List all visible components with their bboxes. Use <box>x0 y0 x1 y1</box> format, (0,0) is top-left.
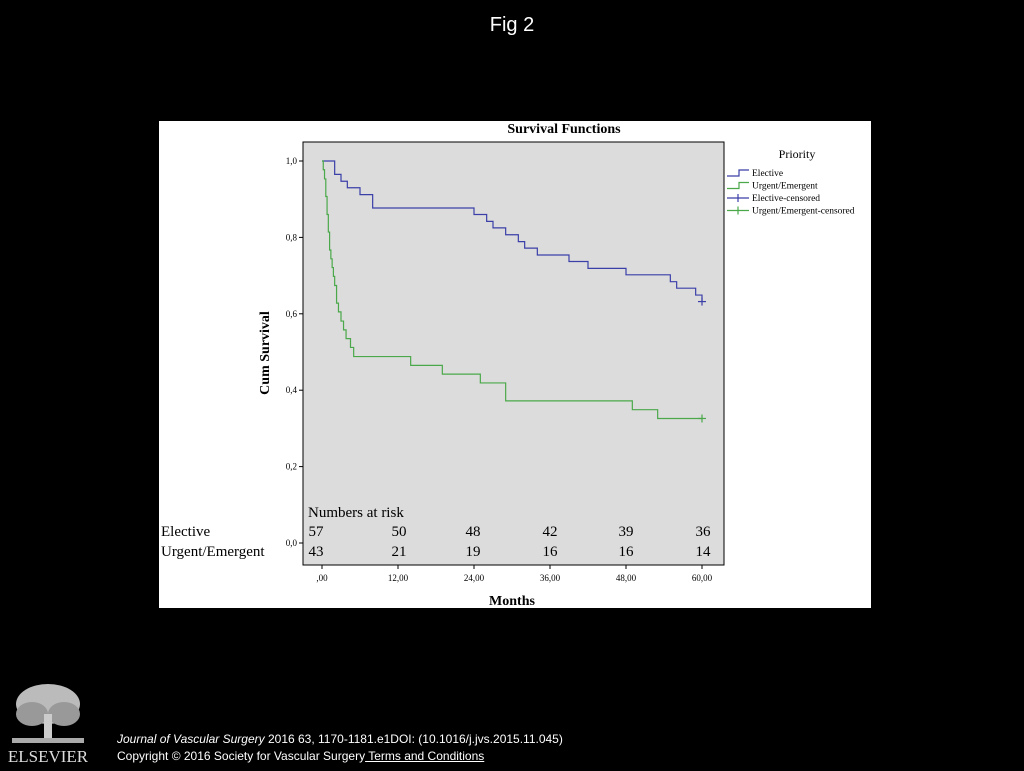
risk-value: 39 <box>619 524 634 540</box>
risk-value: 57 <box>309 524 325 540</box>
citation-block: Journal of Vascular Surgery 2016 63, 117… <box>117 731 563 765</box>
x-tick-label: ,00 <box>316 573 328 583</box>
series-line-urgent-emergent <box>322 160 702 420</box>
x-tick-label: 24,00 <box>464 573 485 583</box>
legend-line-swatch <box>727 181 749 190</box>
y-axis-label: Cum Survival <box>258 311 273 395</box>
y-tick-label: 0,4 <box>286 385 298 395</box>
x-axis-label: Months <box>489 594 535 608</box>
legend-title: Priority <box>779 147 816 161</box>
elsevier-logo: ELSEVIER <box>8 680 89 766</box>
risk-value: 16 <box>619 544 635 560</box>
y-tick-label: 1,0 <box>286 156 298 166</box>
risk-row-label: Elective <box>161 524 210 540</box>
slide-title: Fig 2 <box>489 14 535 36</box>
elsevier-tree-icon: ELSEVIER <box>8 682 89 766</box>
x-tick-label: 48,00 <box>616 573 637 583</box>
risk-value: 19 <box>466 544 481 560</box>
y-tick-label: 0,2 <box>286 462 297 472</box>
chart-title: Survival Functions <box>507 122 621 137</box>
terms-link[interactable]: Terms and Conditions <box>365 749 485 763</box>
risk-value: 14 <box>696 544 712 560</box>
logo-wordmark: ELSEVIER <box>8 747 88 766</box>
chart-labels: Survival Functions Months Cum Survival <box>258 122 621 608</box>
series-line-elective <box>322 160 703 302</box>
figure-panel: 0,0 0,2 0,4 0,6 0,8 1,0 ,00 12,00 24,00 36,00 48,0… <box>159 121 871 608</box>
risk-value: 42 <box>543 524 558 540</box>
y-tick-label: 0,6 <box>286 309 298 319</box>
x-tick-label: 60,00 <box>692 573 713 583</box>
risk-value: 48 <box>466 524 481 540</box>
numbers-at-risk-table: Numbers at risk Elective 57 50 48 42 39 36 Urgen… <box>161 505 711 560</box>
y-tick-label: 0,0 <box>286 538 298 548</box>
x-tick-label: 36,00 <box>540 573 561 583</box>
risk-row-label: Urgent/Emergent <box>161 544 265 560</box>
plot-area <box>302 141 725 566</box>
y-tick-label: 0,8 <box>286 232 298 242</box>
risk-value: 43 <box>309 544 324 560</box>
legend-entry: Elective <box>752 169 783 179</box>
risk-value: 50 <box>392 524 407 540</box>
legend: Priority Elective Urgent/Emergent Elective-… <box>727 147 855 217</box>
risk-value: 21 <box>392 544 407 560</box>
x-tick-label: 12,00 <box>388 573 409 583</box>
citation-line: Journal of Vascular Surgery 2016 63, 117… <box>117 731 563 748</box>
numbers-at-risk-title: Numbers at risk <box>308 505 404 521</box>
copyright-line: Copyright © 2016 Society for Vascular Su… <box>117 748 563 765</box>
legend-line-swatch <box>727 169 749 177</box>
survival-chart: 0,0 0,2 0,4 0,6 0,8 1,0 ,00 12,00 24,00 36,00 48,0… <box>161 122 855 608</box>
citation-details: 2016 63, 1170-1181.e1DOI: (10.1016/j.jvs… <box>264 732 563 746</box>
series-layer <box>322 160 706 423</box>
risk-value: 36 <box>696 524 712 540</box>
axes: 0,0 0,2 0,4 0,6 0,8 1,0 ,00 12,00 24,00 36,00 48,0… <box>286 156 713 583</box>
legend-entry: Urgent/Emergent <box>752 182 818 192</box>
journal-name: Journal of Vascular Surgery <box>117 732 265 746</box>
risk-value: 16 <box>543 544 559 560</box>
legend-entry: Urgent/Emergent-censored <box>752 207 855 217</box>
legend-entry: Elective-censored <box>752 194 820 204</box>
copyright-text: Copyright © 2016 Society for Vascular Su… <box>117 749 366 763</box>
